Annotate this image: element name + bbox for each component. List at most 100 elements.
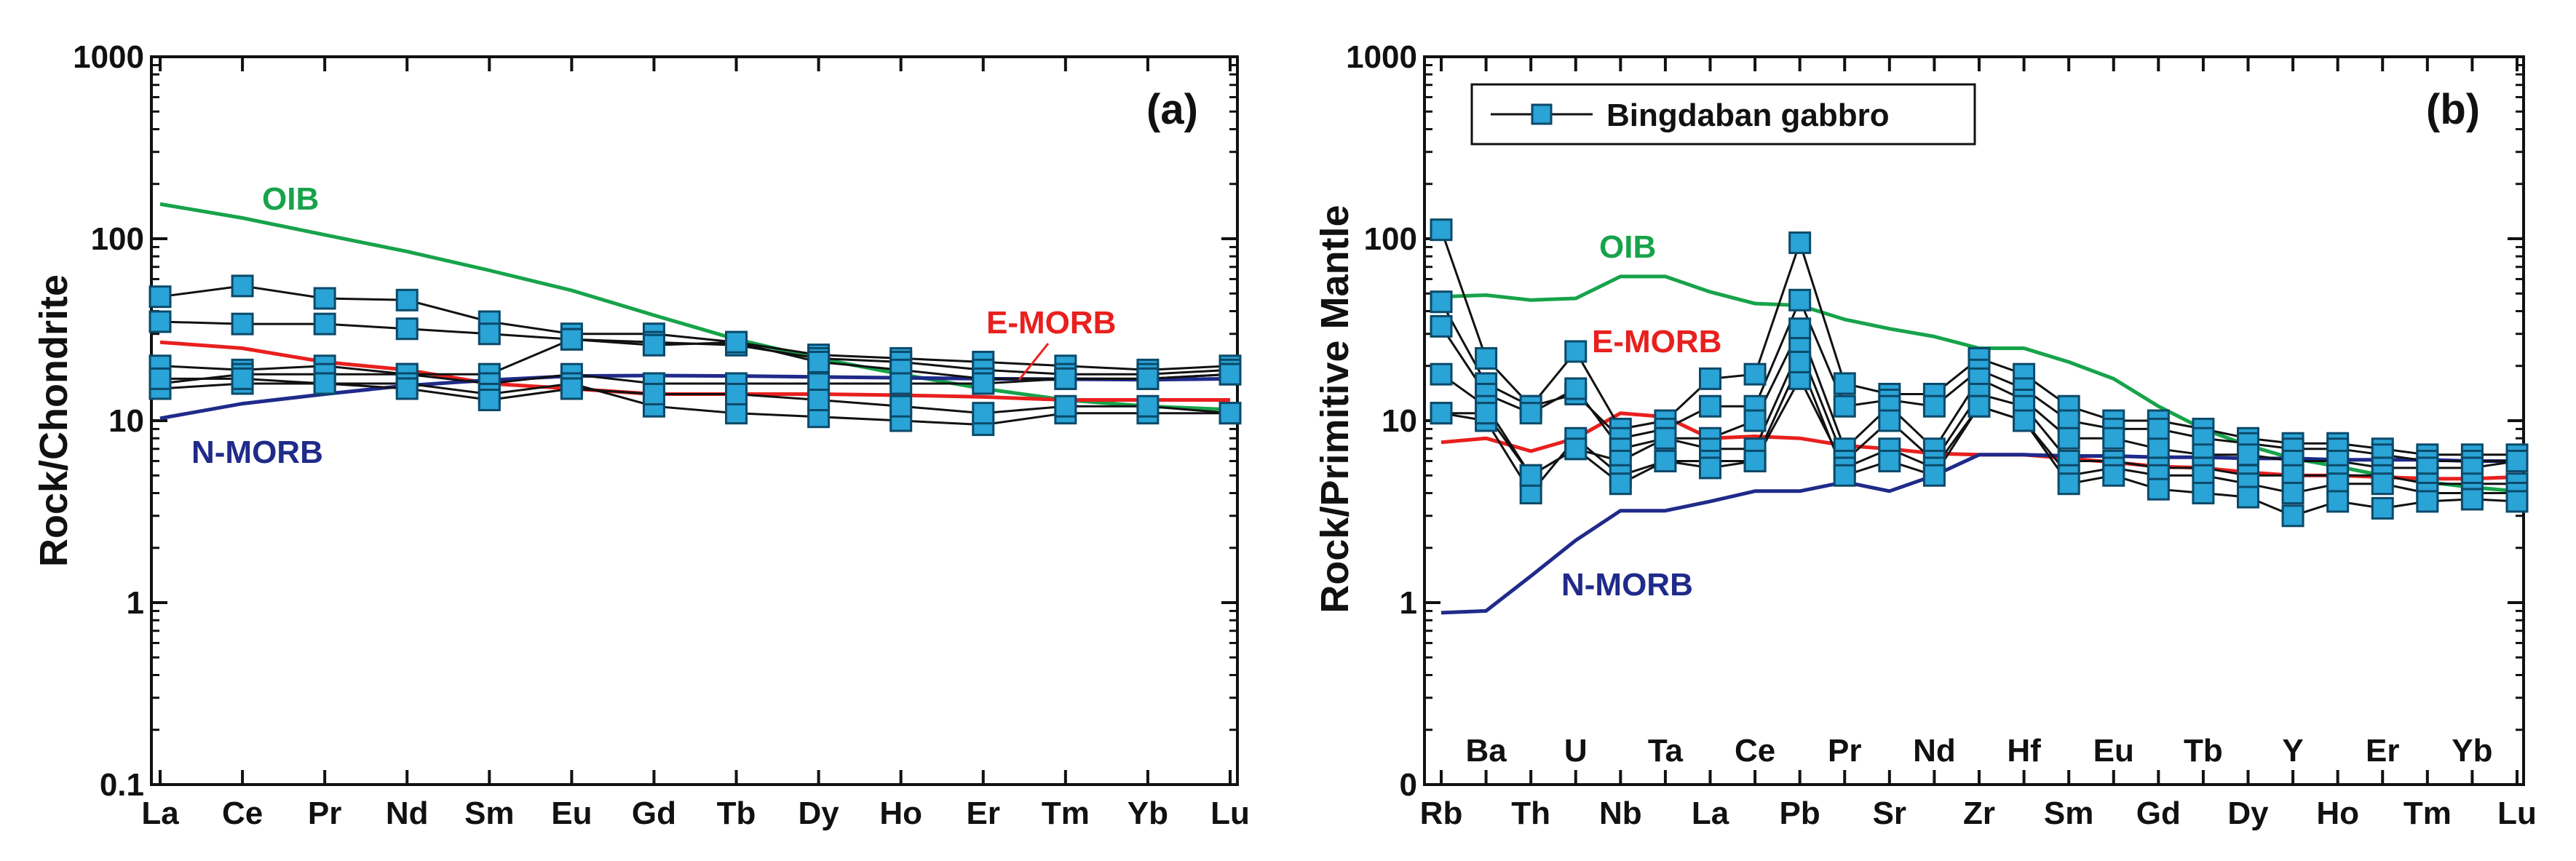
panel-a-sample-marker [1136,394,1160,418]
panel-b-emorb-label: E-MORB [1592,324,1721,360]
panel-b-sample-marker [1743,409,1767,432]
panel-b-xtick-label-inside: Ce [1735,733,1775,769]
panel-b-y-axis: 0 1 10 100 1000 [1346,39,2524,803]
panel-b-sample-marker [1430,402,1453,425]
panel-b-xtick-label: Ho [2316,795,2359,831]
panel-b-sample-marker [2102,464,2125,487]
panel-a-sample-marker [1054,394,1077,418]
panel-a-xtick-label: Yb [1128,795,1168,831]
panel-b-xtick-label: Nb [1599,795,1642,831]
panel-a-sample-marker [1218,402,1242,425]
panel-a-sample-marker [642,333,665,357]
panel-b-sample-marker [1430,218,1453,242]
panel-b-xtick-label: Pb [1780,795,1820,831]
panel-a-xtick-label: Ho [879,795,922,831]
panel-b-xtick-label: Tm [2403,795,2452,831]
panel-a-xtick-label: Tm [1042,795,1090,831]
panel-b-xtick-label-inside: Ta [1648,733,1684,769]
panel-a-sample-marker [395,317,419,341]
panel-a-sample-marker [972,372,995,395]
panel-a-ytick-label: 1000 [73,39,144,75]
panel-b-sample-marker [1788,317,1812,341]
panel-b-sample-marker [1430,290,1453,314]
panel-a-ytick-label: 1 [127,585,144,621]
panel-b-xtick-label: Th [1511,795,1550,831]
panel-b-xtick-label-inside: Pr [1828,733,1861,769]
panel-a-xtick-label: La [141,795,179,831]
panel-b-sample-marker [1788,288,1812,312]
panel-b-sample-marker [1699,456,1721,480]
panel-a-sample-marker [148,367,172,390]
panel-b-sample-marker [2013,409,2036,432]
panel-a-sample-marker [313,287,336,310]
panel-b-sample-lines [1430,218,2529,528]
panel-a-xtick-label: Tb [717,795,756,831]
panel-a-sample-marker [725,330,748,354]
panel-b-sample-marker [2281,481,2304,504]
panel-a-sample-marker [148,310,172,333]
panel-a-sample-lines [148,274,1242,437]
panel-b-ytick-label: 1000 [1346,39,1417,75]
panel-a-sample-marker [889,372,913,395]
panel-a-nmorb-label: N-MORB [191,435,323,470]
panel-a-y-axis-title: Rock/Chondrite [32,274,76,567]
panel-b-sample-marker [1519,402,1542,425]
panel-a-sample-marker [1218,362,1242,386]
panel-b-sample-marker [1922,464,1946,487]
legend-label: Bingdaban gabbro [1606,98,1890,133]
panel-b-sample-marker [2281,504,2304,528]
panel-b-ytick-label: 100 [1364,221,1417,257]
panel-a-xtick-label: Sm [464,795,514,831]
panel-b-sample-marker [2371,496,2394,520]
panel-b-ytick-label: 1 [1400,585,1417,621]
panel-b-xtick-label: Sm [2044,795,2093,831]
panel-a-xtick-label: Er [967,795,1000,831]
panel-a-sample-marker [231,274,254,298]
panel-a-sample-marker [395,377,419,400]
panel-b-xtick-label-inside: Ba [1465,733,1507,769]
panel-b-xtick-label: Zr [1963,795,1995,831]
panel-b-xtick-label-inside: Y [2282,733,2303,769]
panel-a-sample-marker [231,367,254,390]
panel-a-sample-marker [477,389,501,412]
panel-a-ytick-label: 10 [108,403,144,439]
panel-a-sample-marker [148,285,172,309]
panel-b-sample-marker [2147,437,2170,461]
panel-b-sample-marker [1430,362,1453,386]
panel-a-sample-marker [395,288,419,312]
panel-a-ytick-label: 0.1 [100,767,144,803]
panel-b-sample-marker [1475,346,1498,370]
panel-a-y-axis: 0.1 1 10 100 1000 [73,39,1237,803]
panel-b-sample-marker [2102,426,2125,450]
panel-b-xtick-label: La [1692,795,1729,831]
panel-b-sample-marker [1788,231,1812,255]
panel-a-xtick-label: Eu [551,795,592,831]
panel-b-sample-marker [1609,472,1632,496]
panel-b-sample-marker [1922,394,1946,418]
panel-b-sample-marker [2147,477,2170,501]
panel-b-xtick-label: Lu [2497,795,2537,831]
panel-b-sample-marker [1833,464,1856,487]
panel-a-sample-marker [313,312,336,336]
panel-a-ytick-label: 100 [91,221,144,257]
panel-b-sample-marker [1833,394,1856,418]
panel-b-sample-marker [2416,490,2439,513]
panel-a-xtick-label: Ce [222,795,263,831]
panel-b-sample-marker [2460,488,2484,511]
panel-a-emorb-label: E-MORB [986,305,1116,341]
panel-a-sample-marker [642,382,665,405]
panel-a-sample-marker [807,350,831,373]
panel-b-sample-marker [1743,362,1767,386]
panel-b-sample-marker [2147,417,2170,440]
panel-b-sample-marker [1564,437,1588,461]
panel-b-sample-marker [2326,490,2350,513]
panel-a-sample-marker [1054,367,1077,390]
panel-b-xtick-label: Rb [1420,795,1463,831]
panel-b-frame [1423,55,2525,786]
panel-b-sample-marker [2371,472,2394,496]
panel-b-sample-marker [1878,409,1901,432]
panel-b-oib-label: OIB [1599,229,1656,265]
panel-a-xtick-label: Lu [1210,795,1250,831]
panel-b-ytick-label: 0 [1400,767,1417,803]
